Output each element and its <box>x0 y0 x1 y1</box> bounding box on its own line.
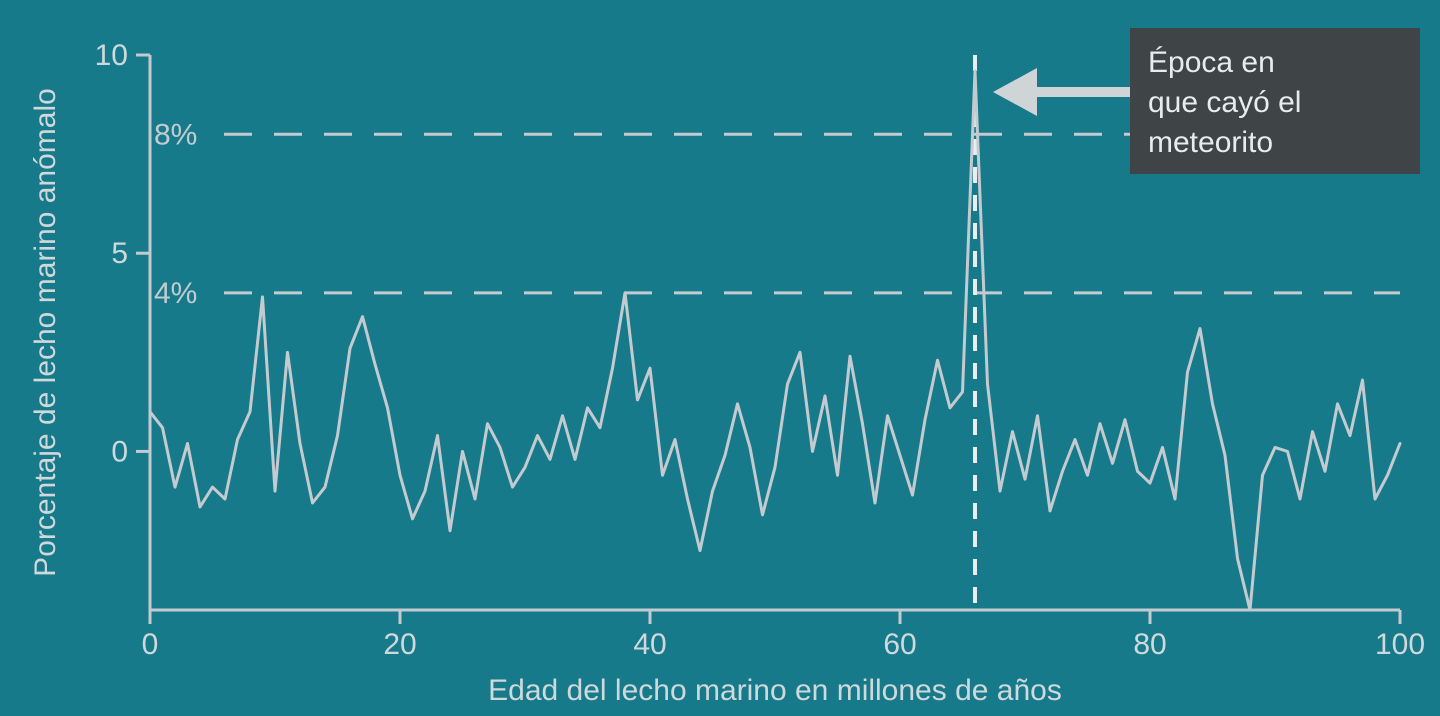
annotation-text-line: meteorito <box>1148 126 1273 159</box>
reference-line-label: 8% <box>154 118 197 151</box>
y-tick-label: 10 <box>95 39 128 72</box>
x-tick-label: 100 <box>1375 628 1425 661</box>
x-tick-label: 40 <box>633 628 666 661</box>
annotation-text-line: Época en <box>1148 46 1275 79</box>
y-tick-label: 0 <box>111 435 128 468</box>
y-tick-label: 5 <box>111 237 128 270</box>
x-axis-label: Edad del lecho marino en millones de año… <box>488 674 1062 707</box>
x-tick-label: 0 <box>142 628 159 661</box>
reference-line-label: 4% <box>154 277 197 310</box>
x-tick-label: 60 <box>883 628 916 661</box>
seafloor-anomaly-chart: 4%8%0510020406080100Edad del lecho marin… <box>0 0 1440 716</box>
x-tick-label: 20 <box>383 628 416 661</box>
x-tick-label: 80 <box>1133 628 1166 661</box>
annotation-text-line: que cayó el <box>1148 86 1301 119</box>
y-axis-label: Porcentaje de lecho marino anómalo <box>29 88 62 577</box>
